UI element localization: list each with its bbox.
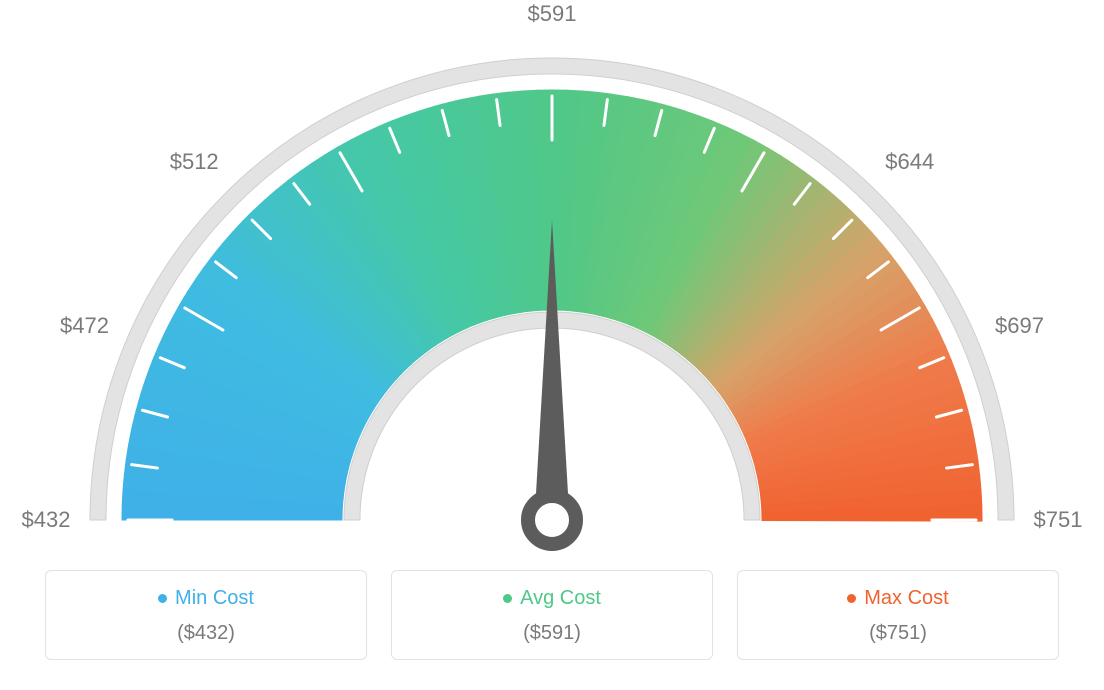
legend-max-label: Max Cost <box>864 587 948 610</box>
gauge-svg <box>0 0 1104 560</box>
legend-max-value: ($751) <box>748 622 1048 645</box>
legend-min-box: Min Cost ($432) <box>45 570 367 660</box>
legend-row: Min Cost ($432) Avg Cost ($591) Max Cost… <box>45 570 1059 660</box>
legend-avg-box: Avg Cost ($591) <box>391 570 713 660</box>
legend-max-dot <box>847 594 856 603</box>
gauge-tick-label: $472 <box>60 313 109 339</box>
legend-min-title: Min Cost <box>158 587 254 610</box>
legend-max-box: Max Cost ($751) <box>737 570 1059 660</box>
legend-min-value: ($432) <box>56 622 356 645</box>
cost-gauge-chart: $432 $472 $512 $591 $644 $697 $751 Min Cost ($… <box>0 0 1104 690</box>
legend-max-title: Max Cost <box>847 587 948 610</box>
legend-avg-title: Avg Cost <box>503 587 601 610</box>
gauge-tick-label: $591 <box>528 1 577 27</box>
gauge-tick-label: $751 <box>1034 507 1083 533</box>
gauge-tick-label: $697 <box>995 313 1044 339</box>
gauge-tick-label: $644 <box>885 149 934 175</box>
legend-avg-dot <box>503 594 512 603</box>
gauge-area: $432 $472 $512 $591 $644 $697 $751 <box>0 0 1104 560</box>
legend-min-label: Min Cost <box>175 587 254 610</box>
gauge-tick-label: $512 <box>170 149 219 175</box>
legend-avg-value: ($591) <box>402 622 702 645</box>
gauge-tick-label: $432 <box>22 507 71 533</box>
legend-min-dot <box>158 594 167 603</box>
legend-avg-label: Avg Cost <box>520 587 601 610</box>
